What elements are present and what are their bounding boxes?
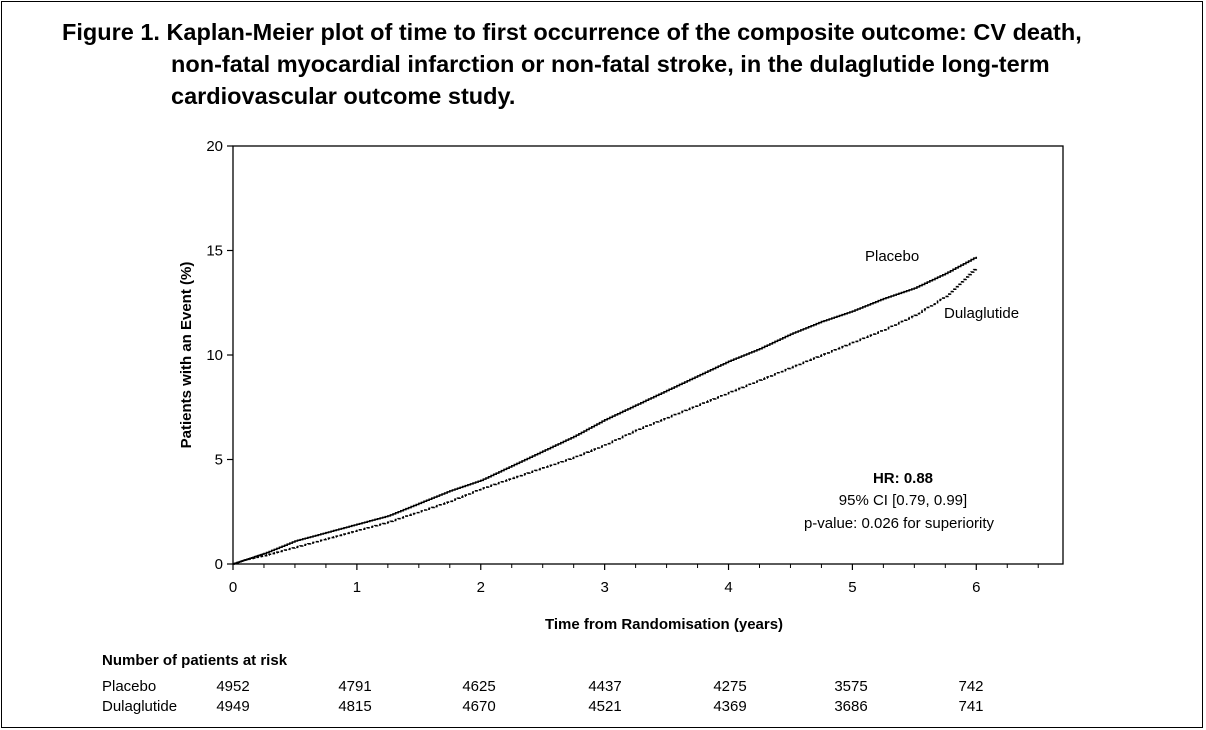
x-tick-label: 0 <box>229 579 237 596</box>
confidence-interval-annotation: 95% CI [0.79, 0.99] <box>839 492 967 509</box>
x-tick-label: 6 <box>972 579 980 596</box>
x-axis-label: Time from Randomisation (years) <box>545 616 783 633</box>
p-value-annotation: p-value: 0.026 for superiority <box>804 515 995 532</box>
hr-value: 0.88 <box>904 470 933 487</box>
placebo-curve <box>233 256 978 565</box>
legend-label-dulaglutide: Dulaglutide <box>944 305 1019 322</box>
risk-row-placebo: Placebo 4952 4791 4625 4437 4275 3575 74… <box>0 678 1206 698</box>
risk-row-label: Placebo <box>102 678 157 695</box>
figure-title: Figure 1. Kaplan-Meier plot of time to f… <box>62 16 1182 112</box>
risk-cell: 4369 <box>713 698 747 715</box>
x-tick-label: 1 <box>353 579 361 596</box>
y-tick-label: 5 <box>215 452 223 469</box>
legend-label-placebo: Placebo <box>865 248 919 265</box>
hazard-ratio-annotation: HR: 0.88 <box>873 470 933 487</box>
x-tick-label: 3 <box>600 579 608 596</box>
x-axis: 0 1 2 3 4 5 6 <box>229 564 1039 596</box>
y-tick-label: 20 <box>206 138 223 155</box>
risk-cell: 741 <box>958 698 984 715</box>
risk-cell: 4949 <box>216 698 250 715</box>
risk-row-label: Dulaglutide <box>102 698 178 715</box>
risk-cell: 4815 <box>338 698 372 715</box>
y-tick-label: 10 <box>206 347 223 364</box>
risk-cell: 4275 <box>713 678 747 695</box>
x-tick-label: 5 <box>848 579 856 596</box>
x-tick-label: 4 <box>724 579 732 596</box>
risk-cell: 3686 <box>834 698 868 715</box>
risk-cell: 3575 <box>834 678 868 695</box>
risk-cell: 4437 <box>588 678 622 695</box>
risk-table-header: Number of patients at risk <box>102 652 288 669</box>
risk-cell: 742 <box>958 678 984 695</box>
title-line-1: Figure 1. Kaplan-Meier plot of time to f… <box>62 19 1082 45</box>
risk-cell: 4521 <box>588 698 622 715</box>
risk-cell: 4791 <box>338 678 372 695</box>
y-axis: 0 5 10 15 20 <box>206 138 233 573</box>
title-line-3: cardiovascular outcome study. <box>171 83 516 109</box>
risk-row-dulaglutide: Dulaglutide 4949 4815 4670 4521 4369 368… <box>0 698 1206 718</box>
survival-curves <box>233 256 978 565</box>
title-line-2: non-fatal myocardial infarction or non-f… <box>171 51 1050 77</box>
y-tick-label: 15 <box>206 243 223 260</box>
risk-cell: 4952 <box>216 678 250 695</box>
risk-cell: 4670 <box>462 698 496 715</box>
x-tick-label: 2 <box>477 579 485 596</box>
y-axis-label: Patients with an Event (%) <box>178 262 195 449</box>
y-tick-label: 0 <box>215 556 223 573</box>
hr-label: HR: <box>873 470 900 487</box>
risk-cell: 4625 <box>462 678 496 695</box>
